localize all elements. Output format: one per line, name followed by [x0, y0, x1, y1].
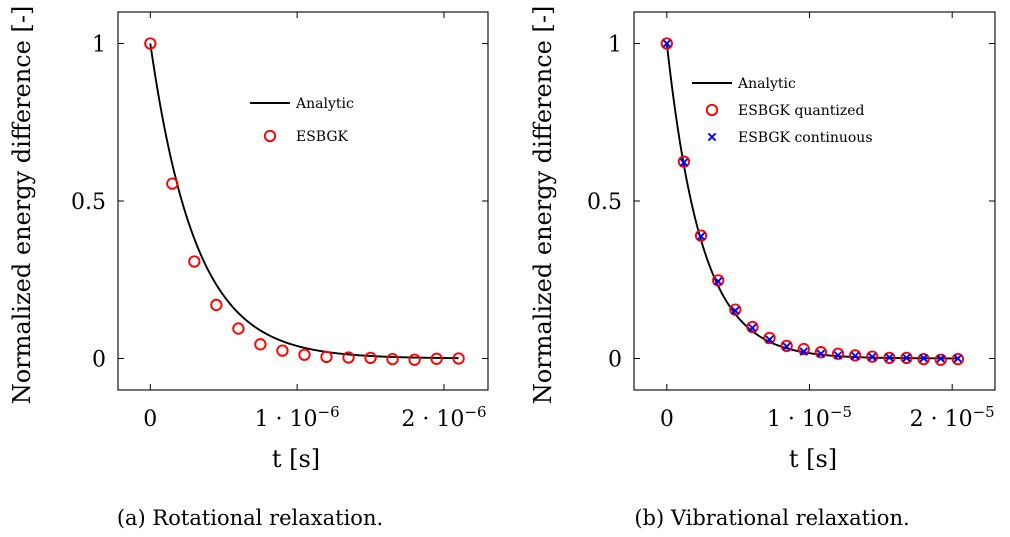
y-axis-label-a: Normalized energy difference [-]	[8, 6, 36, 405]
data-point	[900, 351, 913, 365]
data-point	[816, 349, 826, 359]
y-axis-label-b: Normalized energy difference [-]	[529, 6, 557, 405]
data-point	[833, 351, 843, 360]
series-esbgk-quantized-b	[660, 37, 965, 366]
x-tick-label-b: 2 · 10−5	[910, 403, 995, 432]
series-esbgk-continuous-b	[662, 39, 963, 363]
data-point	[166, 177, 179, 190]
axes-frame-a	[117, 11, 489, 391]
x-axis-label-a: t [s]	[272, 445, 320, 473]
data-point	[746, 320, 759, 334]
y-tick-label-a: 1	[92, 33, 106, 58]
y-tick-label-b: 0	[608, 348, 622, 373]
data-point	[765, 335, 774, 344]
y-tick-label-b: 0.5	[587, 190, 622, 215]
data-point	[902, 353, 911, 363]
data-point	[763, 331, 776, 345]
data-point	[934, 353, 947, 366]
legend-label-1: ESBGK continuous	[738, 130, 873, 146]
data-point	[320, 350, 333, 364]
x-tick-label-a: 2 · 10−6	[401, 403, 486, 432]
data-point	[386, 352, 399, 366]
data-point	[953, 354, 963, 363]
data-point	[780, 339, 793, 353]
chart-b: (b) Vibrational relaxation. t [s] Normal…	[529, 6, 996, 530]
data-point	[748, 323, 757, 333]
data-point	[298, 348, 311, 361]
x-axis-label-b: t [s]	[789, 445, 837, 473]
data-point	[883, 351, 896, 365]
data-point	[188, 255, 201, 268]
chart-a: (a) Rotational relaxation. t [s] Normali…	[8, 6, 489, 530]
legend-label-analytic: Analytic	[737, 76, 796, 92]
data-point	[662, 39, 672, 48]
plot-area-a: 0 1 · 10−6 2 · 10−6 0 0.5 1 Analytic ESBGK	[71, 11, 489, 432]
data-point	[679, 158, 689, 167]
caption-a: (a) Rotational relaxation.	[117, 506, 383, 530]
data-point	[452, 352, 465, 365]
data-point	[210, 298, 223, 312]
legend-marker-0	[705, 103, 719, 117]
data-point	[797, 342, 810, 356]
data-point	[799, 347, 809, 356]
data-point	[342, 351, 355, 364]
data-point	[782, 342, 791, 351]
data-point	[712, 274, 725, 287]
x-tick-label-a: 1 · 10−6	[255, 403, 340, 432]
data-point	[917, 352, 930, 366]
data-point	[951, 352, 965, 366]
y-tick-label-a: 0	[92, 348, 106, 373]
data-point	[232, 322, 245, 335]
data-point	[936, 354, 946, 363]
data-point	[660, 37, 673, 50]
data-point	[885, 353, 894, 362]
legend-label-0: ESBGK quantized	[738, 103, 865, 119]
data-point	[814, 346, 828, 359]
plot-area-b: 0 1 · 10−5 2 · 10−5 0 0.5 1 Analytic ESBGK quan…	[587, 11, 996, 432]
data-point	[694, 229, 708, 242]
caption-b: (b) Vibrational relaxation.	[634, 506, 909, 530]
y-tick-label-b: 1	[608, 33, 622, 58]
data-point	[276, 344, 289, 357]
data-point	[430, 352, 443, 365]
analytic-line-b	[665, 43, 960, 360]
axes-frame-b	[633, 11, 996, 391]
x-tick-label-b: 1 · 10−5	[767, 403, 852, 432]
data-point	[731, 306, 740, 315]
data-point	[696, 232, 706, 241]
series-esbgk-a	[144, 37, 465, 366]
data-point	[144, 37, 157, 50]
x-tick-label-b: 0	[660, 407, 674, 432]
data-point	[254, 338, 267, 351]
legend-label-analytic: Analytic	[295, 96, 354, 112]
data-point	[364, 351, 377, 365]
x-tick-label-a: 0	[143, 407, 157, 432]
legend-marker-1	[707, 132, 717, 142]
data-point	[677, 155, 691, 168]
legend-marker-0	[263, 129, 277, 143]
y-tick-label-a: 0.5	[71, 190, 106, 215]
data-point	[849, 349, 862, 362]
data-point	[919, 353, 928, 363]
legend-label-0: ESBGK	[296, 129, 349, 145]
data-point	[850, 351, 860, 361]
data-point	[831, 347, 845, 360]
data-point	[866, 350, 879, 363]
data-point	[868, 352, 877, 362]
analytic-line-a	[149, 43, 459, 360]
data-point	[408, 353, 421, 366]
legend-b: Analytic ESBGK quantized ESBGK continuous	[692, 76, 873, 146]
legend-a: Analytic ESBGK	[250, 96, 354, 145]
data-point	[713, 277, 723, 286]
data-point	[729, 303, 742, 316]
